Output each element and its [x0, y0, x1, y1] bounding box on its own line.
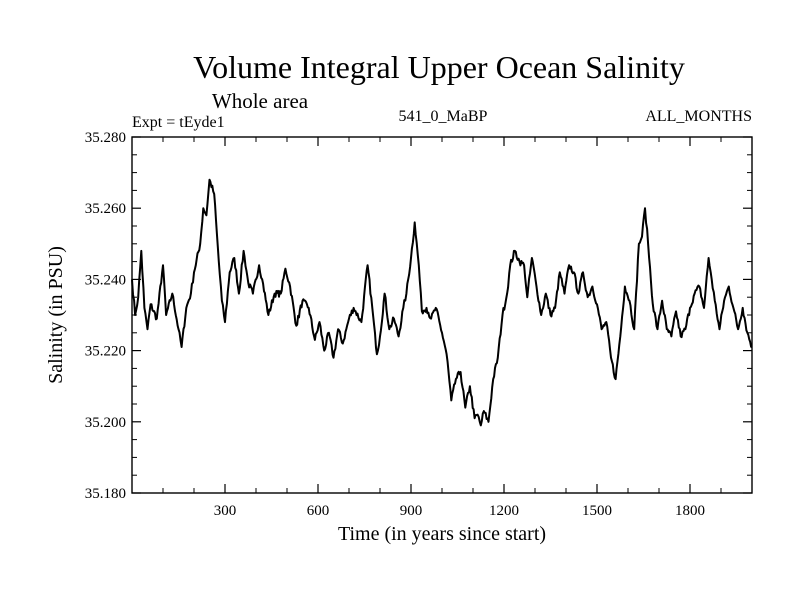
- y-tick-label: 35.220: [85, 344, 126, 360]
- y-tick-label: 35.260: [85, 201, 126, 217]
- period-label: 541_0_MaBP: [399, 108, 488, 125]
- y-tick-label: 35.180: [85, 486, 126, 502]
- x-axis: 300 600 900 1200 1500 1800: [162, 137, 722, 519]
- experiment-label: Expt = tEyde1: [132, 114, 225, 131]
- x-tick-label: 1500: [582, 503, 612, 519]
- x-tick-label: 900: [400, 503, 423, 519]
- chart-subtitle: Whole area: [212, 89, 309, 113]
- x-axis-label: Time (in years since start): [338, 523, 546, 545]
- y-axis-label: Salinity (in PSU): [45, 246, 67, 384]
- plot-frame: [131, 136, 753, 494]
- x-tick-label: 1800: [675, 503, 705, 519]
- x-tick-label: 1200: [489, 503, 519, 519]
- x-tick-label: 300: [214, 503, 237, 519]
- y-tick-label: 35.240: [85, 272, 126, 288]
- salinity-series-line: [131, 178, 753, 427]
- x-tick-label: 600: [307, 503, 330, 519]
- y-tick-label: 35.280: [85, 130, 126, 146]
- y-tick-label: 35.200: [85, 415, 126, 431]
- months-label: ALL_MONTHS: [645, 108, 752, 125]
- chart-title: Volume Integral Upper Ocean Salinity: [193, 49, 685, 85]
- y-axis: 35.180 35.200 35.220 35.240 35.260 35.280: [85, 130, 752, 502]
